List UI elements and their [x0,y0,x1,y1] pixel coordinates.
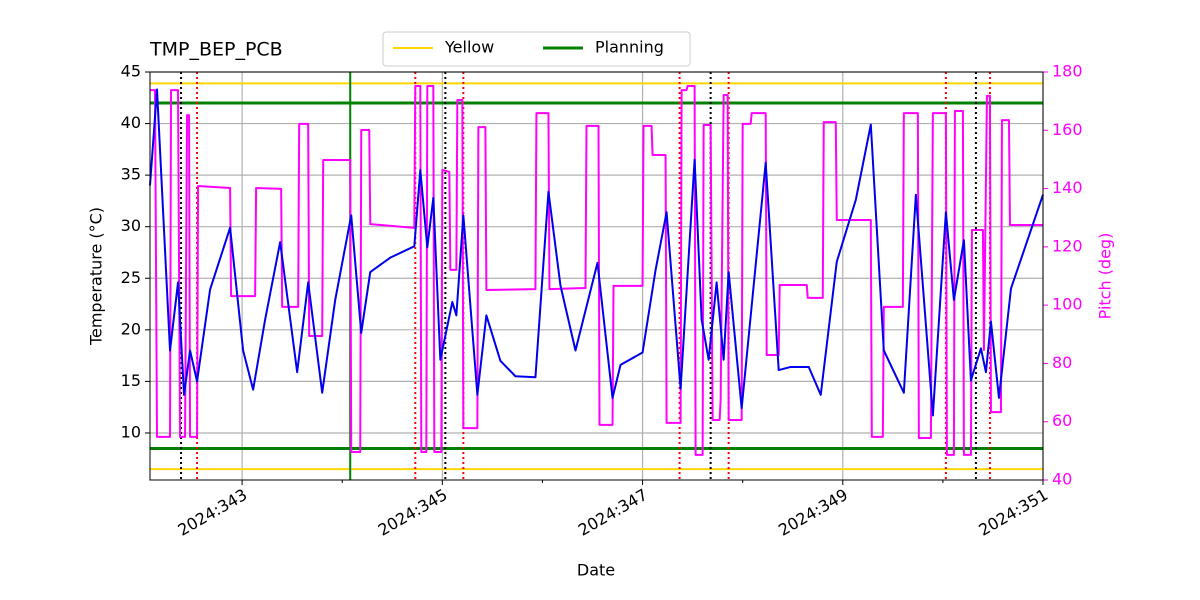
x-axis-label: Date [577,561,615,580]
x-tick-label: 2024:349 [775,485,851,540]
y-tick-label: 20 [121,319,141,338]
y-tick-label: 10 [121,422,141,441]
x-tick-label: 2024:343 [174,485,250,540]
y-tick-label: 40 [121,113,141,132]
data-line [150,84,1043,456]
y-axis-label: Temperature (°C) [87,207,106,346]
legend-label: Yellow [444,38,494,57]
y2-tick-label: 100 [1052,295,1083,314]
y-tick-label: 45 [121,62,141,81]
y-tick-label: 35 [121,165,141,184]
y2-tick-label: 180 [1052,62,1083,81]
y2-tick-label: 160 [1052,120,1083,139]
x-tick-label: 2024:345 [375,485,451,540]
y2-tick-label: 60 [1052,411,1072,430]
plot-frame [149,71,1044,481]
y-tick-label: 15 [121,371,141,390]
y2-tick-label: 80 [1052,353,1072,372]
y2-tick-label: 140 [1052,178,1083,197]
y2-axis-label: Pitch (deg) [1096,233,1115,320]
x-tick-label: 2024:347 [575,485,651,540]
y2-tick-label: 120 [1052,236,1083,255]
y2-tick-label: 40 [1052,470,1072,489]
legend: Yellow Planning [382,31,691,67]
chart-title: TMP_BEP_PCB [149,39,283,61]
data-line [149,88,1044,417]
legend-box [382,31,691,67]
legend-label: Planning [595,38,664,57]
x-tick-label: 2024:351 [975,485,1051,540]
y-tick-label: 25 [121,268,141,287]
y-tick-label: 30 [121,216,141,235]
